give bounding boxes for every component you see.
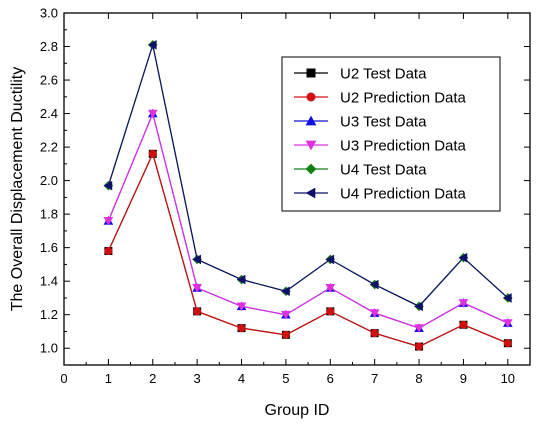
legend-marker [305,187,316,199]
y-tick-label: 2.4 [40,106,58,121]
series-u4-prediction-data [103,40,512,312]
data-point [325,284,336,293]
legend-entry: U3 Test Data [294,114,427,131]
series-u3-prediction-data [103,109,513,333]
legend-label: U4 Prediction Data [340,186,467,203]
legend-entry: U3 Prediction Data [294,138,467,155]
data-point [281,330,290,339]
series-layer [103,40,513,351]
y-axis-title: The Overall Displacement Ductility [9,67,26,312]
x-tick-label: 1 [105,371,112,386]
data-point [503,319,513,328]
series-line [107,152,509,348]
y-tick-label: 2.6 [40,73,58,88]
data-point [147,40,157,50]
data-point [237,324,246,333]
y-tick-label: 2.0 [40,173,58,188]
data-point [503,339,512,348]
data-point [369,309,380,318]
data-point [103,180,113,191]
legend-label: U3 Prediction Data [340,138,467,155]
data-point [370,329,379,338]
legend-marker [306,92,316,102]
data-point [458,252,468,263]
x-tick-label: 8 [415,371,422,386]
x-tick-label: 9 [460,371,467,386]
y-tick-label: 2.8 [40,39,58,54]
data-point [458,299,469,308]
x-tick-label: 3 [194,371,201,386]
data-point [192,254,201,265]
data-point [281,286,290,297]
x-tick-label: 10 [501,371,515,386]
legend-label: U2 Prediction Data [340,90,467,107]
x-axis-title: Group ID [265,402,330,419]
x-tick-label: 5 [282,371,289,386]
legend-label: U3 Test Data [340,114,427,131]
plot-frame [63,12,531,366]
x-tick-label: 7 [371,371,378,386]
legend-entry: U2 Prediction Data [294,90,467,107]
legend-marker [305,115,317,126]
x-tick-label: 2 [149,371,156,386]
y-tick-label: 1.4 [40,274,58,289]
data-point [103,217,114,226]
legend-marker [305,140,317,151]
series-line [107,111,509,329]
data-point [414,324,424,333]
legend: U2 Test Data U2 Prediction Data U3 Test Da… [281,56,501,212]
x-tick-label: 0 [60,371,67,386]
y-tick-label: 1.0 [40,341,58,356]
y-tick-label: 1.8 [40,207,58,222]
data-point [369,279,379,290]
series-u2-prediction-data [104,149,512,351]
y-tick-label: 1.6 [40,240,58,255]
y-tick-label: 2.2 [40,140,58,155]
axes: 0 1 2 3 4 5 6 7 8 9 10 1.0 1.2 1.4 1.6 1.8 2.0 2.2 2.4 2.6 2… [40,6,531,386]
legend-entry: U4 Test Data [294,162,427,179]
data-point [414,301,423,312]
data-point [459,320,468,329]
data-point [236,302,247,312]
x-tick-label: 6 [327,371,334,386]
y-tick-label: 1.2 [40,307,58,322]
series-line [107,42,509,308]
legend-label: U2 Test Data [340,66,427,83]
data-point [193,307,202,316]
data-point [104,247,113,256]
data-point [325,254,335,265]
legend-marker [306,68,316,78]
data-point [281,310,291,320]
legend-label: U4 Test Data [340,162,427,179]
legend-marker [305,163,317,175]
legend-entry: U4 Prediction Data [294,186,467,203]
legend-box [281,56,501,212]
legend-entry: U2 Test Data [294,66,427,83]
data-point [236,274,246,285]
data-point [147,109,158,119]
x-tick-label: 4 [238,371,245,386]
data-point [192,284,202,293]
data-point [326,307,335,316]
data-point [503,293,512,303]
y-tick-label: 3.0 [40,6,58,21]
data-point [148,149,157,158]
data-point [415,342,424,351]
